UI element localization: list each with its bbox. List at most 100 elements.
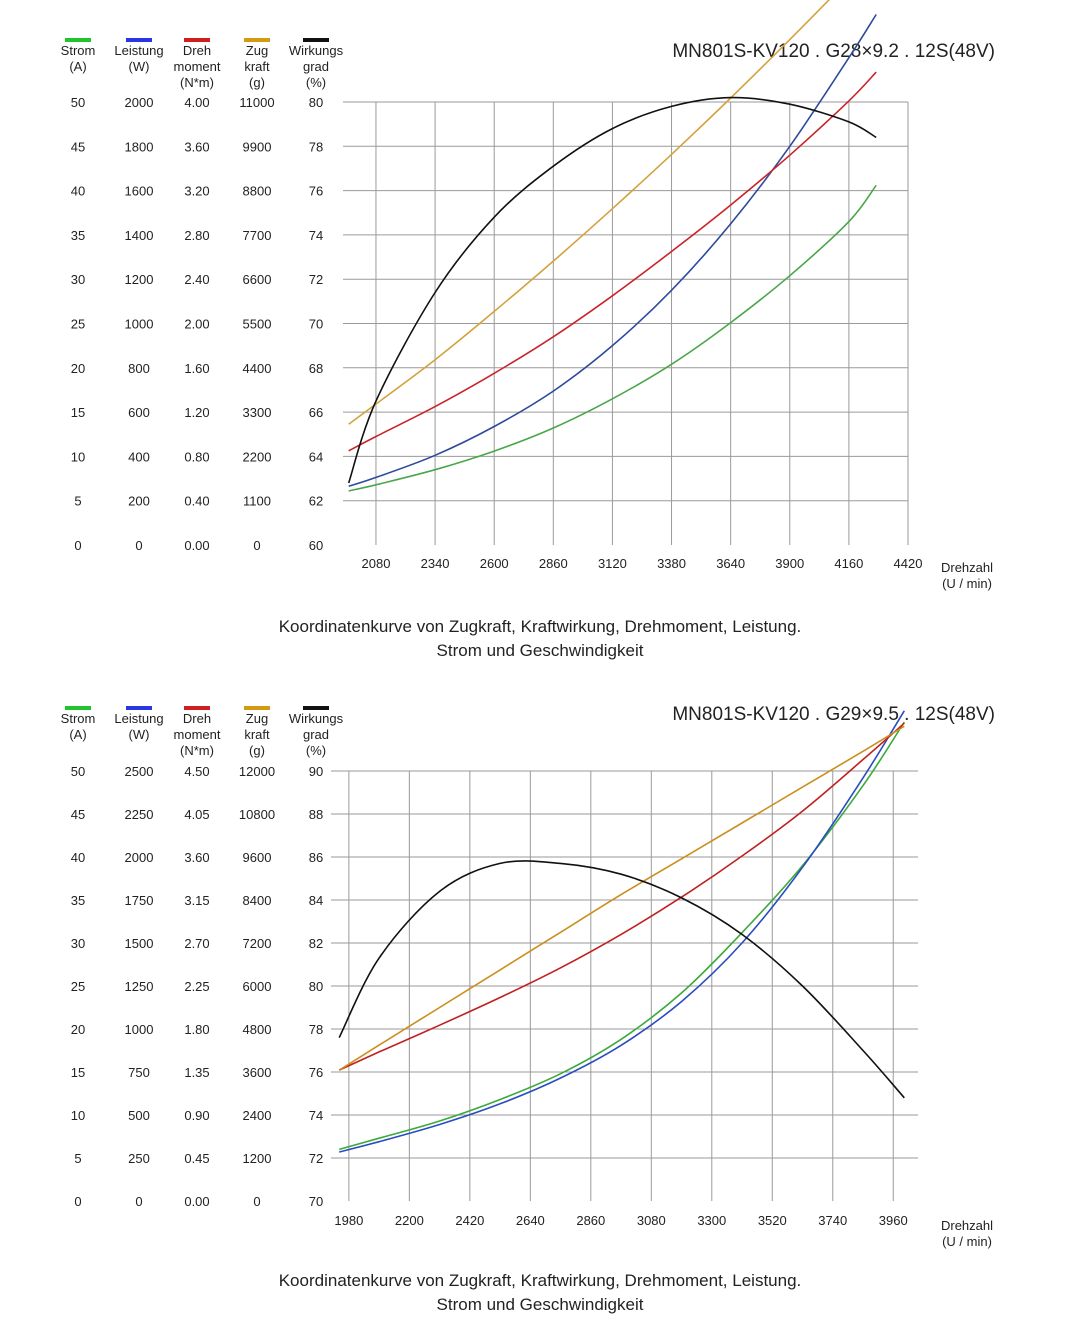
- x-tick-label: 3300: [697, 1213, 726, 1228]
- chart-1: 2080 2340 2600 2860 3120 3380 3640 3900 4160 4420…: [61, 0, 995, 660]
- series-line-dreh: [348, 71, 877, 452]
- legend-label-wirk: grad: [303, 59, 329, 74]
- y-tick-label-zug: 6000: [243, 979, 272, 994]
- series-line-wirk: [347, 96, 877, 484]
- x-tick-label: 2080: [362, 556, 391, 571]
- x-tick-label: 3080: [637, 1213, 666, 1228]
- y-tick-label-wirk: 64: [309, 449, 323, 464]
- x-axis-label: (U / min): [942, 576, 992, 591]
- y-tick-label-strom: 0: [74, 538, 81, 553]
- y-tick-label-dreh: 4.50: [184, 764, 209, 779]
- legend-swatch-strom: [65, 38, 91, 42]
- legend-swatch-wirk: [303, 38, 329, 42]
- y-tick-label-wirk: 86: [309, 850, 323, 865]
- y-tick-label-zug: 8400: [243, 893, 272, 908]
- y-tick-label-zug: 5500: [243, 317, 272, 332]
- x-tick-label: 3380: [657, 556, 686, 571]
- y-tick-label-wirk: 82: [309, 936, 323, 951]
- legend-label-wirk: Wirkungs: [289, 43, 344, 58]
- legend-label-zug: kraft: [244, 727, 270, 742]
- y-tick-label-dreh: 0.80: [184, 449, 209, 464]
- x-tick-label: 1980: [334, 1213, 363, 1228]
- y-tick-label-strom: 35: [71, 893, 85, 908]
- y-tick-label-wirk: 66: [309, 405, 323, 420]
- y-tick-label-wirk: 70: [309, 1194, 323, 1209]
- y-tick-label-zug: 3300: [243, 405, 272, 420]
- chart-title: MN801S-KV120 . G28×9.2 . 12S(48V): [672, 41, 995, 62]
- legend-label-dreh: moment: [174, 59, 221, 74]
- y-tick-label-leistung: 1250: [125, 979, 154, 994]
- y-tick-label-zug: 2200: [243, 449, 272, 464]
- y-tick-label-dreh: 1.60: [184, 361, 209, 376]
- y-tick-label-strom: 50: [71, 95, 85, 110]
- y-tick-label-strom: 5: [74, 494, 81, 509]
- x-axis-label: (U / min): [942, 1234, 992, 1249]
- series-line-dreh: [338, 722, 905, 1071]
- y-tick-label-leistung: 1600: [125, 184, 154, 199]
- legend-label-zug: (g): [249, 743, 265, 758]
- y-tick-label-strom: 0: [74, 1194, 81, 1209]
- y-tick-label-zug: 9900: [243, 139, 272, 154]
- y-tick-label-wirk: 80: [309, 979, 323, 994]
- x-tick-label: 3120: [598, 556, 627, 571]
- legend-label-strom: (A): [69, 727, 86, 742]
- legend-label-strom: Strom: [61, 43, 96, 58]
- legend-swatch-wirk: [303, 706, 329, 710]
- y-tick-label-leistung: 250: [128, 1151, 150, 1166]
- series-line-wirk: [338, 860, 905, 1099]
- legend-swatch-dreh: [184, 38, 210, 42]
- y-tick-label-wirk: 74: [309, 228, 323, 243]
- y-tick-label-wirk: 90: [309, 764, 323, 779]
- y-tick-label-strom: 50: [71, 764, 85, 779]
- y-tick-label-strom: 45: [71, 139, 85, 154]
- x-tick-label: 2860: [576, 1213, 605, 1228]
- x-tick-label: 2420: [455, 1213, 484, 1228]
- legend-swatch-dreh: [184, 706, 210, 710]
- y-tick-label-leistung: 0: [135, 538, 142, 553]
- legend-label-zug: kraft: [244, 59, 270, 74]
- y-tick-label-wirk: 76: [309, 184, 323, 199]
- chart-caption: Koordinatenkurve von Zugkraft, Kraftwirk…: [279, 1271, 802, 1290]
- y-tick-label-leistung: 2000: [125, 850, 154, 865]
- legend-label-leistung: Leistung: [114, 43, 163, 58]
- x-tick-label: 3960: [879, 1213, 908, 1228]
- y-tick-label-dreh: 1.35: [184, 1065, 209, 1080]
- x-axis-label: Drehzahl: [941, 560, 993, 575]
- legend-swatch-zug: [244, 38, 270, 42]
- legend-label-dreh: Dreh: [183, 43, 211, 58]
- legend-label-wirk: (%): [306, 743, 326, 758]
- y-tick-label-wirk: 72: [309, 1151, 323, 1166]
- series-line-zug: [348, 0, 830, 425]
- y-tick-label-dreh: 2.80: [184, 228, 209, 243]
- x-tick-label: 2860: [539, 556, 568, 571]
- y-tick-label-dreh: 4.00: [184, 95, 209, 110]
- y-tick-label-zug: 8800: [243, 184, 272, 199]
- y-tick-label-dreh: 1.20: [184, 405, 209, 420]
- x-tick-label: 2600: [480, 556, 509, 571]
- y-tick-label-zug: 3600: [243, 1065, 272, 1080]
- series-line-zug: [338, 725, 905, 1071]
- legend-swatch-leistung: [126, 38, 152, 42]
- y-tick-label-dreh: 0.00: [184, 1194, 209, 1209]
- legend-label-dreh: (N*m): [180, 75, 214, 90]
- legend-swatch-leistung: [126, 706, 152, 710]
- y-tick-label-strom: 15: [71, 405, 85, 420]
- y-tick-label-strom: 25: [71, 979, 85, 994]
- x-tick-label: 3640: [716, 556, 745, 571]
- chart-caption: Strom und Geschwindigkeit: [437, 1295, 644, 1314]
- legend-label-strom: Strom: [61, 711, 96, 726]
- y-tick-label-strom: 15: [71, 1065, 85, 1080]
- y-tick-label-strom: 20: [71, 1022, 85, 1037]
- y-tick-label-strom: 5: [74, 1151, 81, 1166]
- y-tick-label-wirk: 68: [309, 361, 323, 376]
- x-tick-label: 3520: [758, 1213, 787, 1228]
- chart-caption: Strom und Geschwindigkeit: [437, 641, 644, 660]
- y-tick-label-leistung: 750: [128, 1065, 150, 1080]
- y-tick-label-wirk: 70: [309, 317, 323, 332]
- y-tick-label-strom: 45: [71, 807, 85, 822]
- y-tick-label-zug: 9600: [243, 850, 272, 865]
- y-tick-label-strom: 20: [71, 361, 85, 376]
- y-tick-label-leistung: 2250: [125, 807, 154, 822]
- y-tick-label-wirk: 72: [309, 272, 323, 287]
- y-tick-label-wirk: 84: [309, 893, 323, 908]
